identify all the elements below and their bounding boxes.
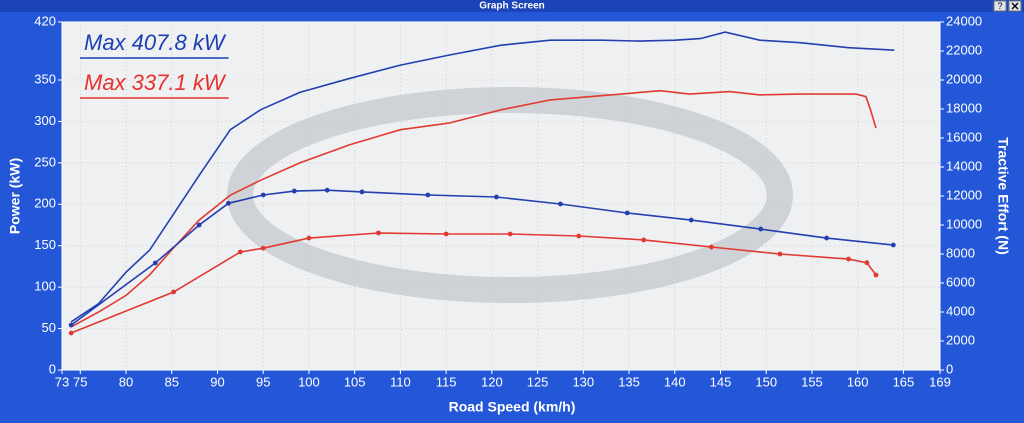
y-tick-label: 350 [34, 71, 56, 86]
y2-tick-label: 2000 [946, 332, 975, 347]
x-tick-label: 140 [664, 374, 686, 389]
series-line [70, 31, 895, 323]
y-tick-label: 50 [42, 320, 56, 335]
point-marker [688, 217, 694, 223]
help-icon[interactable]: ? [997, 1, 1002, 11]
x-tick-label: 165 [893, 374, 915, 389]
close-icon[interactable] [1011, 2, 1019, 10]
point-marker [226, 200, 231, 206]
y-tick-label: 200 [34, 196, 56, 211]
x-tick-label: 85 [165, 374, 179, 389]
y-tick-label: 100 [34, 279, 56, 294]
x-tick-label: 110 [390, 374, 411, 389]
point-marker [68, 322, 74, 328]
x-tick-label: 169 [929, 374, 951, 389]
watermark-logo [227, 87, 793, 303]
point-marker [846, 256, 851, 262]
x-tick-label: 100 [298, 374, 320, 389]
series-line [70, 89, 877, 328]
point-marker [359, 189, 365, 195]
y-tick-label: 300 [34, 113, 56, 128]
x-axis-label: Road Speed (km/h) [449, 399, 576, 415]
annotation: Max 407.8 kW [84, 30, 227, 55]
point-marker [708, 244, 714, 250]
point-marker [324, 187, 330, 193]
x-tick-label: 120 [481, 374, 503, 389]
y2-tick-label: 16000 [946, 129, 982, 144]
x-tick-label: 135 [618, 374, 640, 389]
point-marker [777, 251, 783, 257]
y2-tick-label: 12000 [946, 187, 982, 202]
title-bar [0, 0, 1024, 12]
y2-tick-label: 6000 [946, 274, 975, 289]
y2-tick-label: 24000 [946, 13, 982, 28]
point-marker [171, 289, 176, 295]
annotation: Max 337.1 kW [84, 70, 227, 95]
point-marker [260, 245, 266, 251]
x-tick-label: 115 [436, 374, 457, 389]
y2-tick-label: 22000 [946, 42, 982, 57]
point-marker [152, 260, 158, 266]
point-marker [376, 230, 381, 236]
help-button[interactable] [993, 0, 1007, 12]
y-tick-label: 250 [34, 154, 56, 169]
point-marker [507, 231, 513, 237]
point-marker [758, 226, 764, 232]
y2-tick-label: 4000 [946, 303, 975, 318]
point-marker [291, 188, 297, 194]
plot-area [62, 22, 940, 370]
x-tick-label: 130 [572, 374, 594, 389]
point-marker [864, 260, 870, 266]
x-tick-label: 150 [755, 374, 777, 389]
y2-tick-label: 20000 [946, 71, 982, 86]
y-tick-label: 150 [34, 237, 56, 252]
y-tick-label: 0 [49, 361, 56, 376]
x-tick-label: 160 [847, 374, 869, 389]
y-tick-label: 420 [34, 13, 56, 28]
point-marker [237, 249, 243, 255]
series-line [70, 189, 894, 326]
plot-border [61, 21, 941, 371]
point-marker [641, 237, 647, 243]
y2-axis-label: Tractive Effort (N) [995, 137, 1011, 254]
point-marker [890, 242, 896, 248]
point-marker [824, 235, 829, 241]
point-marker [873, 272, 879, 278]
point-marker [576, 233, 582, 239]
x-tick-label: 75 [73, 374, 87, 389]
x-tick-label: 155 [801, 374, 823, 389]
point-marker [558, 201, 563, 207]
x-tick-label: 125 [527, 374, 549, 389]
point-marker [494, 194, 499, 200]
x-tick-label: 90 [210, 374, 224, 389]
point-marker [260, 192, 266, 198]
y2-tick-label: 10000 [946, 216, 982, 231]
y2-tick-label: 8000 [946, 245, 975, 260]
x-tick-label: 80 [119, 374, 133, 389]
y2-tick-label: 14000 [946, 158, 982, 173]
y2-tick-label: 0 [946, 361, 953, 376]
point-marker [443, 231, 449, 237]
x-tick-label: 73 [55, 374, 69, 389]
point-marker [68, 330, 74, 336]
plot-marks [68, 31, 896, 336]
window-title: Graph Screen [479, 1, 545, 12]
x-tick-label: 145 [710, 374, 732, 389]
y-axis-label: Power (kW) [7, 158, 23, 234]
point-marker [196, 222, 202, 228]
point-marker [306, 235, 312, 241]
point-marker [624, 210, 630, 216]
x-tick-label: 95 [256, 374, 270, 389]
x-tick-label: 105 [344, 374, 366, 389]
point-marker [425, 192, 431, 198]
y2-tick-label: 18000 [946, 100, 982, 115]
